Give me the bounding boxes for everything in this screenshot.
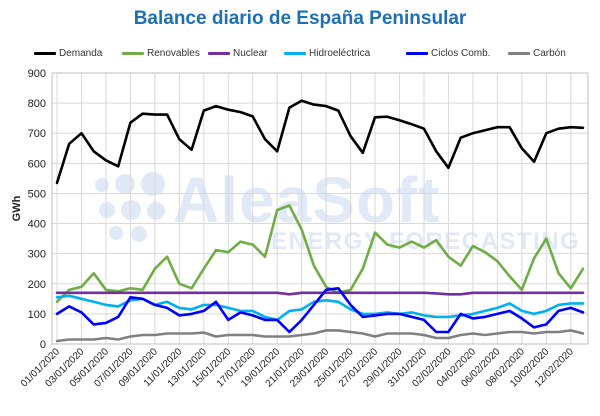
y-tick-label: 800 [28, 98, 46, 110]
legend-item: Ciclos Comb. [406, 44, 490, 62]
legend-swatch [208, 51, 230, 55]
y-tick-label: 900 [28, 68, 46, 80]
legend-label: Demanda [59, 47, 103, 59]
legend-label: Nuclear [233, 47, 268, 59]
legend-label: Hidroeléctrica [309, 47, 371, 59]
series-line-renovables [55, 204, 585, 304]
legend-label: Carbón [533, 47, 566, 59]
series-line-carb-n [55, 329, 585, 343]
chart-legend: Demanda Renovables Nuclear Hidroeléctrica Ci… [34, 44, 600, 62]
y-tick-label: 200 [28, 279, 46, 291]
legend-item: Nuclear [208, 44, 267, 62]
legend-item: Hidroeléctrica [284, 44, 370, 62]
series-line-demanda [55, 99, 585, 185]
y-tick-label: 700 [28, 128, 46, 140]
series-line-ciclos-comb- [55, 286, 585, 334]
y-axis-label: GWh [11, 195, 23, 221]
legend-item: Demanda [34, 44, 102, 62]
tick-labels: 0100200300400500600700800900GWh01/01/202… [11, 68, 576, 390]
plot-area [51, 72, 589, 345]
legend-swatch [406, 51, 428, 55]
legend-swatch [34, 51, 56, 55]
y-tick-label: 400 [28, 219, 46, 231]
y-tick-label: 300 [28, 249, 46, 261]
legend-swatch [508, 51, 530, 55]
legend-item: Carbón [508, 44, 566, 62]
legend-swatch [284, 51, 306, 55]
legend-label: Ciclos Comb. [431, 47, 491, 59]
legend-swatch [122, 51, 144, 55]
y-tick-label: 600 [28, 158, 46, 170]
axes [51, 72, 589, 345]
gridlines [52, 72, 588, 345]
legend-item: Renovables [122, 44, 200, 62]
legend-label: Renovables [147, 47, 200, 59]
chart-title: Balance diario de España Peninsular [133, 8, 467, 29]
series-lines [55, 99, 585, 343]
y-tick-label: 0 [40, 339, 46, 351]
y-tick-label: 500 [28, 188, 46, 200]
y-tick-label: 100 [28, 309, 46, 321]
series-line-nuclear [55, 291, 585, 296]
